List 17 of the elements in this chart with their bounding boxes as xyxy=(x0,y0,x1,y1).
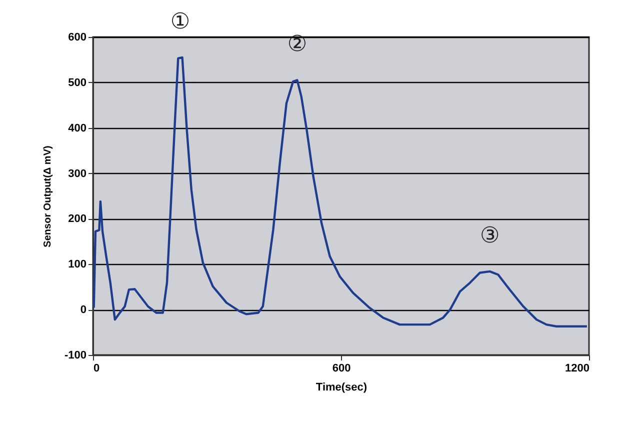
y-tick-label: 500 xyxy=(68,76,86,89)
annotation: ② xyxy=(287,32,308,58)
x-tick-label: 600 xyxy=(332,362,351,374)
y-tick-label: 0 xyxy=(80,304,86,316)
y-tick-label: 200 xyxy=(68,213,86,226)
y-tick-label: 100 xyxy=(68,258,86,271)
y-tick-label: 400 xyxy=(68,122,86,134)
x-tick-label: 1200 xyxy=(565,362,590,374)
annotation: ① xyxy=(170,9,190,34)
annotation: ③ xyxy=(480,223,500,248)
line-series xyxy=(93,56,588,328)
y-axis-title: Sensor Output(Δ mV) xyxy=(42,146,54,248)
x-tick-label: 0 xyxy=(94,362,100,374)
y-tick-label: -100 xyxy=(64,350,86,362)
x-axis-title: Time(sec) xyxy=(316,382,368,394)
y-tick-label: 600 xyxy=(68,32,86,44)
y-tick-label: 300 xyxy=(68,168,86,180)
